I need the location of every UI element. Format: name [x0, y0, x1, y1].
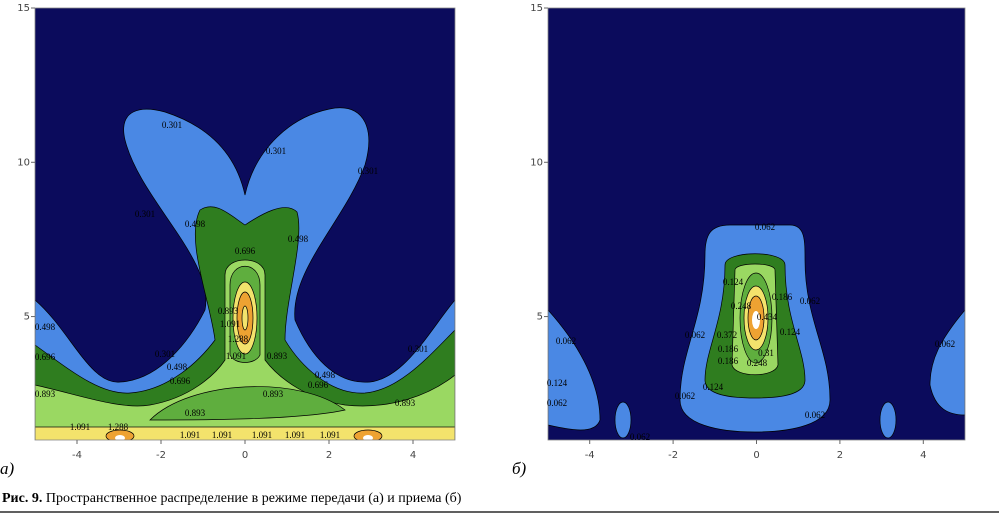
- x-tick-label: 0: [753, 450, 759, 461]
- contour-label: 0.696: [35, 352, 56, 362]
- contour-label: 0.498: [315, 370, 336, 380]
- contour-label: 0.062: [755, 222, 775, 232]
- contour-label: 0.498: [288, 234, 309, 244]
- contour-plot-b: [548, 8, 965, 440]
- caption-label: Рис. 9.: [2, 491, 42, 506]
- x-tick-label: -4: [585, 450, 595, 461]
- contour-label: 0.696: [170, 376, 191, 386]
- contour-label: 0.893: [263, 389, 284, 399]
- x-tick-label: -2: [668, 450, 678, 461]
- y-tick-label: 15: [530, 3, 543, 14]
- contour-label: 0.893: [218, 306, 239, 316]
- contour-label: 0.124: [547, 378, 568, 388]
- contour-label: 0.248: [731, 301, 752, 311]
- contour-label: 0.248: [747, 358, 768, 368]
- contour-label: 0.301: [135, 209, 155, 219]
- contour-label: 0.893: [185, 408, 206, 418]
- contour-label: 1.091: [220, 319, 240, 329]
- x-tick-label: 0: [242, 450, 248, 461]
- contour-label: 0.498: [185, 219, 206, 229]
- y-tick-label: 10: [17, 157, 30, 168]
- contour-label: 0.186: [718, 344, 739, 354]
- contour-label: 1.091: [320, 430, 340, 440]
- caption-text: Пространственное распределение в режиме …: [46, 491, 462, 506]
- contour-label: 1.091: [252, 430, 272, 440]
- contour-label: 0.893: [35, 389, 56, 399]
- contour-label: 0.062: [547, 398, 567, 408]
- contour-label: 0.696: [235, 246, 256, 256]
- x-tick-label: 2: [837, 450, 843, 461]
- contour-label: 1.288: [108, 422, 129, 432]
- panel-label: а): [0, 459, 15, 478]
- contour-label: 0.062: [630, 432, 650, 442]
- contour-label: 0.301: [358, 166, 378, 176]
- x-tick-label: -4: [72, 450, 82, 461]
- contour-label: 0.062: [935, 339, 955, 349]
- contour-label: 1.091: [226, 351, 246, 361]
- contour-label: 0.301: [162, 120, 182, 130]
- y-tick-label: 10: [530, 157, 543, 168]
- contour-label: 1.091: [70, 422, 90, 432]
- contour-label: 0.124: [780, 327, 801, 337]
- x-tick-label: 4: [410, 450, 416, 461]
- contour-label: 0.301: [266, 146, 286, 156]
- contour-label: 0.062: [675, 391, 695, 401]
- contour-label: 0.301: [408, 344, 428, 354]
- contour-label: 0.498: [35, 322, 56, 332]
- contour-label: 0.062: [800, 296, 820, 306]
- contour-label: 0.124: [703, 382, 724, 392]
- caption: Рис. 9. Пространственное распределение в…: [2, 491, 462, 506]
- contour-label: 0.31: [758, 348, 774, 358]
- contour-label: 0.893: [267, 351, 288, 361]
- y-tick-label: 5: [537, 312, 543, 323]
- contour-label: 0.301: [155, 349, 175, 359]
- x-tick-label: 4: [920, 450, 926, 461]
- contour-label: 0.696: [308, 380, 329, 390]
- contour-label: 1.091: [285, 430, 305, 440]
- contour-label: 0.893: [395, 398, 416, 408]
- x-tick-label: -2: [156, 450, 166, 461]
- x-tick-label: 2: [326, 450, 332, 461]
- contour-label: 0.186: [718, 356, 739, 366]
- contour-label: 0.434: [757, 312, 778, 322]
- contour-label: 1.091: [180, 430, 200, 440]
- contour-label: 1.091: [212, 430, 232, 440]
- contour-label: 0.124: [723, 277, 744, 287]
- y-tick-label: 5: [24, 312, 30, 323]
- contour-label: 0.186: [772, 292, 793, 302]
- contour-label: 1.288: [228, 334, 249, 344]
- panel-label: б): [512, 459, 527, 478]
- contour-label: 0.372: [717, 330, 737, 340]
- contour-label: 0.062: [685, 330, 705, 340]
- contour-label: 0.498: [167, 362, 188, 372]
- contour-label: 0.062: [556, 336, 576, 346]
- contour-label: 0.062: [805, 410, 825, 420]
- contour-plot-a: [35, 8, 455, 440]
- y-tick-label: 15: [17, 3, 30, 14]
